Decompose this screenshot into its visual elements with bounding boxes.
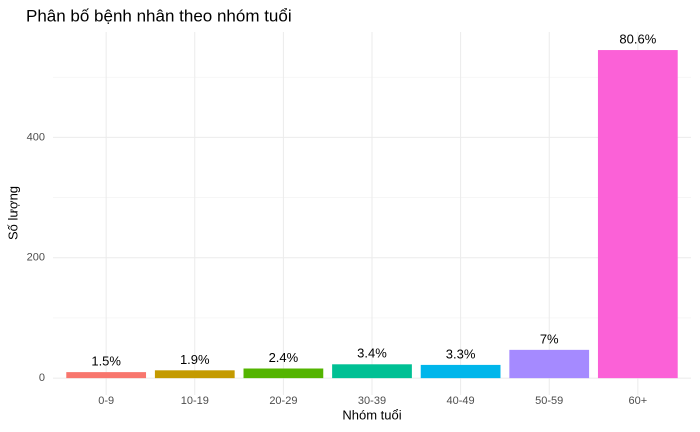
- x-tick-label: 40-49: [447, 395, 475, 407]
- bar: [154, 370, 235, 379]
- y-tick-label: 0: [39, 372, 45, 384]
- bar: [243, 368, 324, 379]
- bar: [420, 364, 501, 379]
- bar: [66, 372, 147, 379]
- x-axis-label: Nhóm tuổi: [342, 407, 401, 422]
- y-axis-label: Số lượng: [5, 186, 20, 240]
- value-label: 1.9%: [180, 352, 210, 367]
- x-tick-label: 0-9: [98, 395, 114, 407]
- value-label: 7%: [540, 331, 559, 346]
- chart-title: Phân bố bệnh nhân theo nhóm tuổi: [26, 6, 292, 25]
- bar: [509, 349, 590, 379]
- x-tick-label: 30-39: [358, 395, 386, 407]
- bar: [597, 50, 678, 379]
- value-label: 2.4%: [269, 350, 299, 365]
- x-tick-label: 10-19: [181, 395, 209, 407]
- y-tick-label: 400: [27, 131, 45, 143]
- value-label: 3.3%: [446, 346, 476, 361]
- x-tick-label: 60+: [628, 395, 647, 407]
- y-tick-label: 200: [27, 252, 45, 264]
- bar: [332, 364, 412, 379]
- value-label: 3.4%: [357, 346, 387, 361]
- x-tick-label: 20-29: [269, 395, 297, 407]
- value-label: 1.5%: [91, 354, 121, 369]
- value-label: 80.6%: [619, 31, 656, 46]
- x-tick-label: 50-59: [535, 395, 563, 407]
